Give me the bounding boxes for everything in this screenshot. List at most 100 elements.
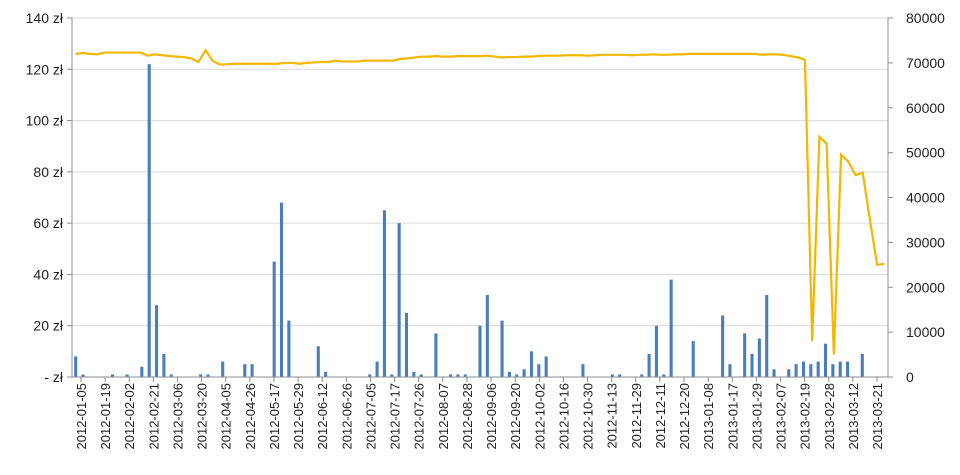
right-axis-tick-label: 20000 — [906, 279, 945, 295]
left-axis-tick-label: 100 zł — [26, 113, 64, 129]
bar — [221, 361, 225, 377]
bar — [743, 333, 747, 377]
x-axis-tick-label: 2012-07-17 — [388, 383, 403, 450]
bar — [478, 325, 482, 377]
bar — [412, 371, 416, 377]
bar — [640, 374, 644, 377]
bar — [772, 369, 776, 377]
bar — [831, 364, 835, 377]
x-axis-tick-label: 2012-05-17 — [267, 383, 282, 450]
bar — [787, 369, 791, 377]
left-axis-tick-label: 80 zł — [33, 164, 63, 180]
bar — [765, 294, 769, 377]
bar — [199, 374, 203, 377]
bar — [500, 320, 504, 377]
bar — [823, 343, 828, 377]
right-axis-tick-label: 60000 — [906, 100, 945, 116]
x-axis-tick-label: 2012-12-20 — [677, 383, 692, 450]
bar — [794, 364, 798, 377]
bar — [654, 325, 658, 377]
bar — [809, 364, 813, 377]
bar — [162, 353, 166, 377]
x-axis-tick-label: 2012-09-06 — [484, 383, 499, 450]
bar — [757, 338, 761, 377]
bar — [316, 346, 320, 377]
right-axis-tick-label: 0 — [906, 369, 914, 385]
x-axis-tick-label: 2012-06-26 — [339, 383, 354, 450]
bar — [456, 374, 460, 377]
x-axis-tick-label: 2013-02-28 — [822, 383, 837, 450]
right-axis-ticks: 0 10000 20000 30000 40000 50000 60000 70000 8000… — [906, 10, 945, 385]
left-axis-tick-label: 20 zł — [33, 318, 63, 334]
x-axis-tick-label: 2013-03-12 — [846, 383, 861, 450]
bar — [155, 305, 159, 377]
bar — [846, 361, 850, 377]
bar — [81, 374, 85, 377]
bar — [860, 353, 864, 377]
bar — [375, 361, 379, 377]
right-axis-tick-label: 80000 — [906, 10, 945, 26]
bar — [618, 374, 622, 377]
x-axis-tick-label: 2012-10-30 — [581, 383, 596, 450]
bar — [382, 210, 386, 377]
x-axis-tick-label: 2013-02-07 — [774, 383, 789, 450]
bar — [669, 279, 673, 377]
x-axis-tick-label: 2012-06-12 — [315, 383, 330, 450]
bar — [750, 353, 754, 377]
x-axis-tick-label: 2012-11-13 — [605, 383, 620, 449]
bar — [485, 294, 489, 377]
left-axis-tick-label: 120 zł — [26, 61, 64, 77]
x-axis-tick-label: 2013-01-17 — [725, 383, 740, 450]
x-axis-tick-label: 2012-01-19 — [98, 383, 113, 450]
x-axis-tick-label: 2012-03-20 — [195, 383, 210, 450]
x-axis-tick-label: 2012-07-26 — [412, 383, 427, 450]
x-axis-tick-label: 2012-09-20 — [508, 383, 523, 450]
x-axis-tick-label: 2012-04-26 — [243, 383, 258, 450]
right-axis-tick-label: 30000 — [906, 234, 945, 250]
bar — [463, 374, 467, 377]
left-axis-tick-label: 60 zł — [33, 215, 63, 231]
bar — [74, 356, 78, 377]
bar — [147, 64, 151, 377]
x-axis-tick-label: 2012-08-07 — [436, 383, 451, 450]
bar — [816, 361, 820, 377]
bar — [838, 361, 842, 377]
x-axis-tick-label: 2013-01-29 — [749, 383, 764, 450]
x-axis-tick-label: 2012-07-05 — [363, 383, 378, 450]
bar — [537, 364, 541, 377]
bar — [662, 374, 666, 377]
bar — [728, 364, 732, 377]
bar — [368, 374, 372, 377]
left-axis-tick-label: - zł — [44, 369, 64, 385]
bar — [404, 312, 409, 377]
series-line — [75, 48, 885, 355]
axes — [67, 17, 893, 382]
left-axis-tick-label: 40 zł — [33, 266, 63, 282]
x-axis-tick-label: 2012-12-11 — [653, 383, 668, 449]
x-axis-tick-label: 2012-02-02 — [122, 383, 137, 450]
bar — [691, 341, 695, 377]
bar — [250, 364, 254, 377]
bar — [515, 374, 519, 377]
bar — [434, 333, 438, 377]
bar — [110, 374, 114, 377]
bar — [169, 374, 173, 377]
bar — [647, 353, 651, 377]
x-axis-tick-label: 2012-08-28 — [460, 383, 475, 450]
x-axis-tick-label: 2012-05-29 — [291, 383, 306, 450]
right-axis-tick-label: 10000 — [906, 324, 945, 340]
bar — [243, 364, 247, 377]
x-axis-tick-label: 2012-11-29 — [629, 383, 644, 449]
x-axis-tick-label: 2013-01-08 — [701, 383, 716, 450]
bar — [522, 369, 526, 377]
bar — [529, 351, 534, 377]
bar — [272, 261, 276, 377]
left-axis-tick-label: 140 zł — [26, 10, 64, 26]
bar — [324, 371, 328, 377]
bar — [544, 356, 548, 377]
bar — [801, 361, 806, 377]
x-axis-tick-label: 2012-03-06 — [170, 383, 185, 450]
right-axis-tick-label: 40000 — [906, 190, 945, 206]
